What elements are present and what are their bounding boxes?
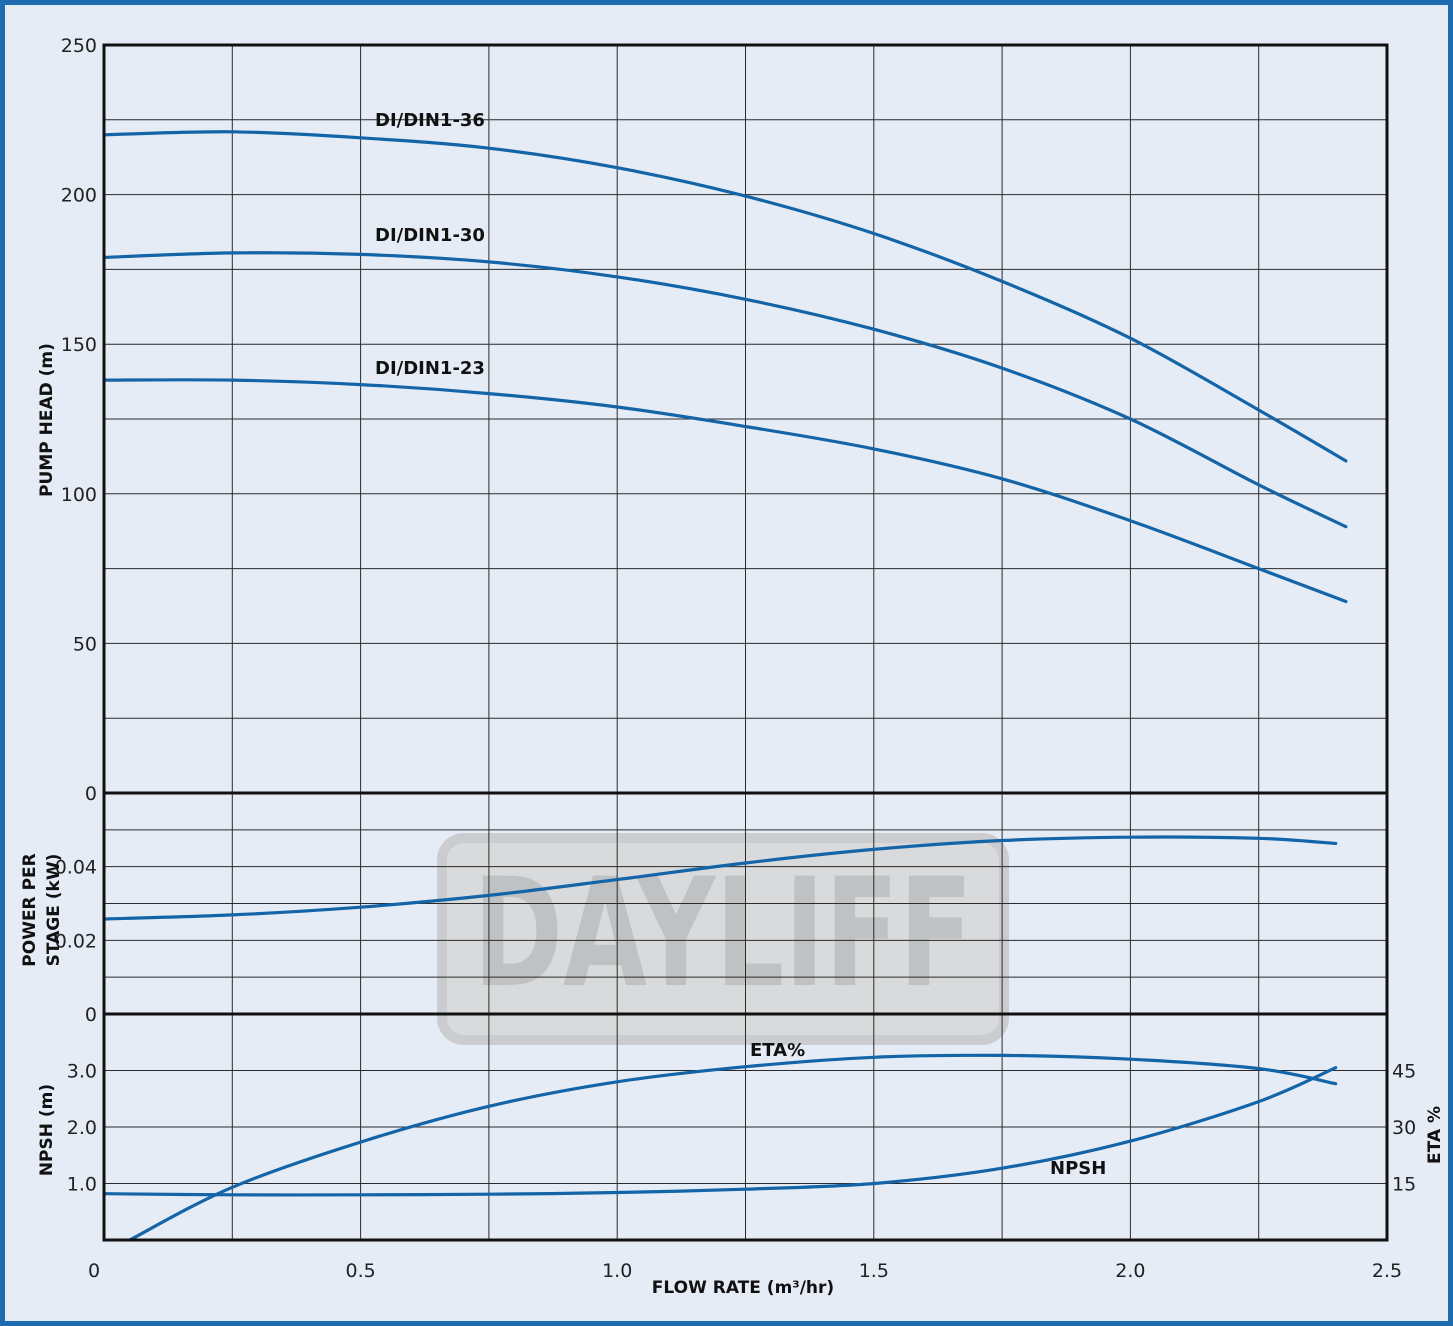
- y-tick-label: 0: [85, 783, 97, 805]
- series-line-di-din1-30: [102, 251, 1348, 529]
- y-axis-title-npsh: NPSH (m): [37, 1084, 57, 1176]
- series-line-eta: [128, 1053, 1338, 1242]
- y-tick-label: 0.04: [55, 857, 97, 879]
- y-tick-label: 50: [73, 633, 97, 655]
- series-line-di-din1-36: [102, 130, 1348, 463]
- series-line-di-din1-23: [102, 378, 1348, 604]
- y-tick-label: 0.02: [55, 930, 97, 952]
- y-tick-label: 3.0: [67, 1061, 97, 1083]
- y-tick-label: 100: [61, 484, 97, 506]
- y2-tick-label: 30: [1392, 1117, 1416, 1139]
- series-label-npsh: NPSH: [1050, 1158, 1106, 1179]
- series-label-eta: ETA%: [750, 1040, 805, 1061]
- y2-axis-title-eta: ETA %: [1425, 1106, 1445, 1164]
- dayliff-watermark: DAYLIFF: [437, 833, 1009, 1045]
- series-label-din1-23: DI/DIN1-23: [375, 358, 485, 379]
- y-tick-label: 2.0: [67, 1117, 97, 1139]
- y-axis-title-head: PUMP HEAD (m): [37, 343, 57, 497]
- x-tick-label: 0.5: [345, 1260, 375, 1282]
- x-tick-label: 2.5: [1372, 1260, 1402, 1282]
- series-label-din1-30: DI/DIN1-30: [375, 225, 485, 246]
- x-axis-title: FLOW RATE (m³/hr): [652, 1278, 834, 1298]
- x-tick-label: 0: [88, 1260, 100, 1282]
- y-tick-label: 150: [61, 334, 97, 356]
- y-tick-label: 200: [61, 185, 97, 207]
- y-axis-title-power-line2: STAGE (kW): [44, 854, 64, 967]
- y2-tick-label: 15: [1392, 1174, 1416, 1196]
- y2-tick-label: 45: [1392, 1061, 1416, 1083]
- x-tick-label: 1.5: [859, 1260, 889, 1282]
- x-tick-label: 1.0: [602, 1260, 632, 1282]
- y-tick-label: 250: [61, 35, 97, 57]
- plot-border: [102, 43, 1389, 1242]
- y-axis-title-power-line1: POWER PER: [20, 853, 40, 966]
- y-tick-label: 1.0: [67, 1174, 97, 1196]
- watermark-text: DAYLIFF: [473, 847, 973, 1021]
- x-tick-label: 2.0: [1115, 1260, 1145, 1282]
- y-tick-label: 0: [85, 1004, 97, 1026]
- series-line-power: [102, 835, 1338, 921]
- series-label-din1-36: DI/DIN1-36: [375, 110, 485, 131]
- series-line-npsh: [102, 1066, 1338, 1197]
